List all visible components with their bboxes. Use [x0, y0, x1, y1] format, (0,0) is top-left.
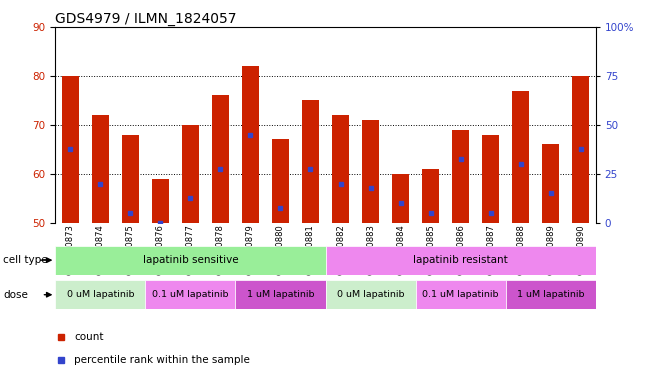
Bar: [362, 120, 379, 223]
Bar: [145, 280, 236, 309]
Bar: [302, 100, 319, 223]
Bar: [542, 144, 559, 223]
Bar: [92, 115, 109, 223]
Bar: [182, 125, 199, 223]
Bar: [62, 76, 79, 223]
Text: 1 uM lapatinib: 1 uM lapatinib: [247, 290, 314, 299]
Bar: [506, 280, 596, 309]
Text: 1 uM lapatinib: 1 uM lapatinib: [517, 290, 585, 299]
Bar: [326, 280, 415, 309]
Text: count: count: [74, 331, 104, 341]
Text: lapatinib sensitive: lapatinib sensitive: [143, 255, 238, 265]
Bar: [512, 91, 529, 223]
Bar: [422, 169, 439, 223]
Bar: [326, 246, 596, 275]
Bar: [55, 246, 325, 275]
Text: GDS4979 / ILMN_1824057: GDS4979 / ILMN_1824057: [55, 12, 237, 26]
Bar: [452, 130, 469, 223]
Text: cell type: cell type: [3, 255, 48, 265]
Text: 0.1 uM lapatinib: 0.1 uM lapatinib: [152, 290, 229, 299]
Bar: [122, 134, 139, 223]
Bar: [152, 179, 169, 223]
Text: dose: dose: [3, 290, 28, 300]
Bar: [415, 280, 506, 309]
Bar: [212, 95, 229, 223]
Text: percentile rank within the sample: percentile rank within the sample: [74, 355, 250, 365]
Bar: [572, 76, 589, 223]
Bar: [55, 280, 145, 309]
Bar: [393, 174, 409, 223]
Text: 0 uM lapatinib: 0 uM lapatinib: [337, 290, 404, 299]
Bar: [236, 280, 326, 309]
Bar: [482, 134, 499, 223]
Bar: [332, 115, 349, 223]
Text: lapatinib resistant: lapatinib resistant: [413, 255, 508, 265]
Bar: [242, 66, 258, 223]
Text: 0 uM lapatinib: 0 uM lapatinib: [66, 290, 134, 299]
Bar: [272, 139, 289, 223]
Text: 0.1 uM lapatinib: 0.1 uM lapatinib: [422, 290, 499, 299]
